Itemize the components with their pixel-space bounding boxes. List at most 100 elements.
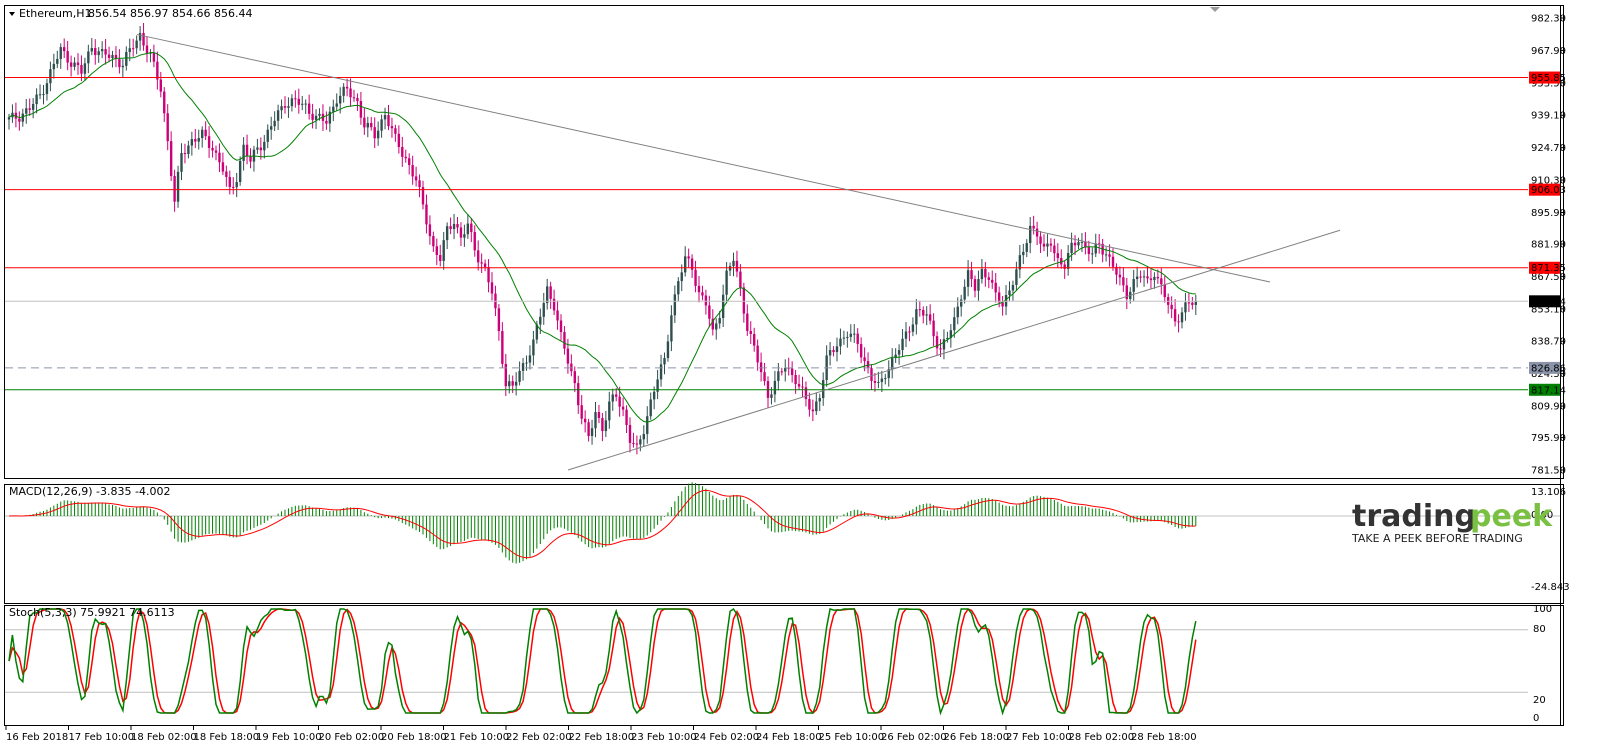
- candle-body: [580, 405, 583, 419]
- candle-body: [611, 394, 614, 402]
- time-tick-label: 22 Feb 18:00: [569, 732, 635, 743]
- price-tick-label: 982.30: [1531, 14, 1566, 25]
- candle-body: [501, 331, 504, 364]
- candle-body: [404, 156, 407, 159]
- candle-body: [594, 412, 597, 429]
- candle-body: [704, 295, 708, 306]
- candle-body: [397, 133, 401, 147]
- candle-body: [1118, 274, 1122, 278]
- candle-body: [80, 65, 83, 74]
- candle-body: [401, 146, 404, 157]
- candle-body: [425, 204, 428, 225]
- price-tick-label: 853.10: [1531, 304, 1566, 315]
- candle-body: [673, 294, 677, 316]
- price-level-badge-text: 871.35: [1531, 263, 1566, 274]
- candle-body: [1029, 225, 1032, 244]
- candle-body: [394, 128, 397, 134]
- candle-body: [1156, 276, 1160, 279]
- time-tick-label: 23 Feb 10:00: [631, 732, 697, 743]
- candle-body: [477, 250, 480, 263]
- candle-body: [1073, 242, 1077, 246]
- stoch-signal-line: [8, 608, 1197, 715]
- candle-body: [183, 153, 187, 155]
- candle-body: [52, 63, 56, 70]
- candle-body: [514, 381, 518, 386]
- candle-body: [345, 86, 349, 89]
- candle-body: [311, 113, 314, 120]
- candle-body: [870, 368, 873, 381]
- candle-body: [1139, 276, 1142, 278]
- candle-body: [259, 147, 263, 151]
- price-tick-label: 824.30: [1531, 369, 1566, 380]
- candle-body: [273, 120, 276, 127]
- candle-body: [987, 277, 990, 280]
- price-tick-label: 924.70: [1531, 143, 1566, 154]
- tradingpeek-logo: trading peek TAKE A PEEK BEFORE TRADING: [1351, 499, 1553, 545]
- candle-body: [621, 406, 625, 410]
- candle-body: [332, 106, 335, 112]
- candle-body: [690, 258, 694, 270]
- candle-body: [152, 52, 156, 62]
- candle-body: [1184, 302, 1187, 313]
- candle-body: [138, 32, 142, 41]
- candle-body: [380, 119, 383, 131]
- candle-body: [894, 354, 897, 359]
- time-tick-label: 28 Feb 18:00: [1131, 732, 1197, 743]
- price-tick-label: 838.70: [1531, 337, 1566, 348]
- candle-body: [442, 240, 445, 261]
- candle-body: [1191, 302, 1194, 305]
- candle-body: [521, 363, 525, 371]
- candle-body: [790, 368, 794, 376]
- candle-body: [583, 418, 587, 423]
- candle-body: [59, 47, 62, 59]
- macd-signal-line: [8, 489, 1196, 559]
- candle-body: [1046, 243, 1049, 247]
- candle-body: [135, 40, 138, 49]
- candle-body: [97, 51, 100, 56]
- time-tick-label: 26 Feb 18:00: [944, 732, 1010, 743]
- candle-body: [753, 333, 756, 346]
- candle-body: [818, 398, 821, 402]
- candle-body: [352, 97, 356, 99]
- candle-body: [873, 380, 877, 383]
- chart-shift-marker-icon[interactable]: [1210, 7, 1220, 12]
- chart-menu-arrow-icon[interactable]: [9, 12, 15, 16]
- candle-body: [114, 55, 118, 60]
- candle-body: [849, 333, 852, 337]
- candle-body: [45, 83, 49, 95]
- candle-body: [915, 309, 918, 325]
- candle-body: [270, 126, 273, 130]
- candle-body: [756, 345, 759, 363]
- candle-body: [408, 158, 411, 166]
- candle-body: [335, 103, 338, 107]
- candle-body: [725, 270, 728, 295]
- candle-body: [149, 52, 152, 54]
- candle-body: [935, 336, 939, 349]
- macd-tick-label: 0.00: [1531, 510, 1553, 521]
- candle-body: [204, 129, 207, 137]
- candle-body: [518, 370, 521, 382]
- macd-panel-frame: [4, 484, 1564, 604]
- time-tick-label: 18 Feb 18:00: [194, 732, 260, 743]
- candle-body: [991, 279, 994, 283]
- candle-body: [187, 145, 190, 155]
- candle-body: [1084, 242, 1087, 248]
- candle-body: [525, 362, 528, 364]
- candle-body: [480, 262, 483, 264]
- candle-body: [835, 346, 839, 353]
- candle-body: [66, 51, 69, 63]
- candle-body: [280, 106, 283, 111]
- candle-body: [780, 371, 783, 373]
- candle-body: [846, 336, 849, 338]
- candle-body: [797, 384, 801, 387]
- candle-body: [715, 323, 718, 330]
- candle-body: [1111, 256, 1115, 267]
- time-tick-label: 21 Feb 10:00: [444, 732, 510, 743]
- ascending-trendline: [567, 229, 1341, 471]
- candle-body: [194, 139, 197, 142]
- candle-body: [839, 338, 842, 347]
- candle-body: [949, 330, 953, 338]
- candle-body: [880, 378, 884, 382]
